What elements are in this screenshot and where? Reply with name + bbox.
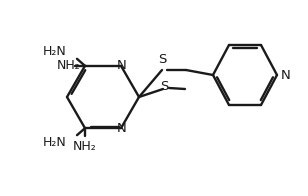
Text: NH₂: NH₂ [57,59,81,72]
Text: S: S [160,80,168,93]
Text: S: S [158,53,166,66]
Text: N: N [281,68,291,82]
Text: H₂N: H₂N [43,45,67,58]
Text: N: N [117,122,127,135]
Text: H₂N: H₂N [43,136,67,149]
Text: N: N [117,59,127,72]
Text: NH₂: NH₂ [73,140,97,153]
